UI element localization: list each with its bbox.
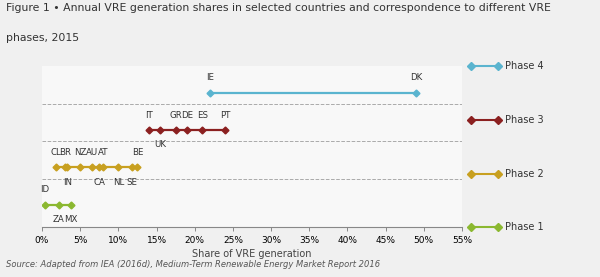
Text: Phase 3: Phase 3 <box>505 115 544 125</box>
Text: Source: Adapted from IEA (2016d), Medium-Term Renewable Energy Market Report 201: Source: Adapted from IEA (2016d), Medium… <box>6 260 380 269</box>
Text: Phase 4: Phase 4 <box>505 61 544 71</box>
Text: ID: ID <box>40 185 50 194</box>
Text: IN: IN <box>63 178 72 187</box>
Text: CA: CA <box>94 178 105 187</box>
Text: ES: ES <box>197 111 208 120</box>
Text: BE: BE <box>132 148 143 157</box>
Text: UK: UK <box>154 140 166 150</box>
Text: IT: IT <box>145 111 153 120</box>
X-axis label: Share of VRE generation: Share of VRE generation <box>192 249 312 259</box>
Text: CL: CL <box>50 148 61 157</box>
Text: PT: PT <box>220 111 230 120</box>
Text: AT: AT <box>98 148 109 157</box>
Text: GR: GR <box>169 111 182 120</box>
Text: ZA: ZA <box>53 215 65 224</box>
Text: Phase 1: Phase 1 <box>505 222 544 232</box>
Text: NZ: NZ <box>74 148 86 157</box>
Text: AU: AU <box>86 148 98 157</box>
Text: IE: IE <box>206 73 214 82</box>
Text: NL: NL <box>113 178 124 187</box>
Text: SE: SE <box>127 178 137 187</box>
Text: BR: BR <box>59 148 71 157</box>
Text: MX: MX <box>64 215 78 224</box>
Text: phases, 2015: phases, 2015 <box>6 33 79 43</box>
Text: DE: DE <box>181 111 193 120</box>
Text: Phase 2: Phase 2 <box>505 169 544 179</box>
Text: Figure 1 • Annual VRE generation shares in selected countries and correspondence: Figure 1 • Annual VRE generation shares … <box>6 3 551 13</box>
Text: DK: DK <box>410 73 422 82</box>
